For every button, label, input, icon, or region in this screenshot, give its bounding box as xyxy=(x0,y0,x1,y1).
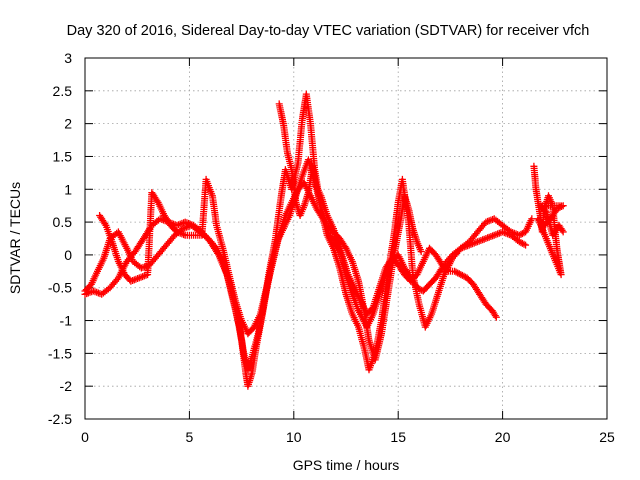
data-point xyxy=(528,215,536,223)
data-point xyxy=(517,230,525,238)
y-tick-label: 3 xyxy=(64,50,72,66)
data-point xyxy=(520,240,528,248)
x-tick-label: 20 xyxy=(495,429,511,445)
x-tick-label: 0 xyxy=(81,429,89,445)
y-tick-label: -1.5 xyxy=(48,345,72,361)
data-point xyxy=(556,203,564,211)
y-tick-label: -1 xyxy=(60,313,73,329)
y-tick-label: 0.5 xyxy=(53,214,73,230)
data-point xyxy=(457,271,465,279)
x-tick-label: 10 xyxy=(286,429,302,445)
plot-frame xyxy=(84,57,608,420)
x-tick-label: 25 xyxy=(599,429,615,445)
data-point xyxy=(491,312,499,320)
y-axis-label: SDTVAR / TECUs xyxy=(7,182,23,294)
y-tick-label: 1 xyxy=(64,181,72,197)
data-point xyxy=(492,313,500,321)
data-point xyxy=(443,266,451,274)
data-points xyxy=(81,90,567,390)
data-point xyxy=(558,226,566,234)
data-point xyxy=(518,239,526,247)
data-point xyxy=(522,241,530,249)
y-tick-label: -2 xyxy=(60,378,73,394)
series-track-4 xyxy=(275,100,425,364)
data-point xyxy=(517,239,525,247)
data-point xyxy=(462,242,470,250)
y-tick-label: -0.5 xyxy=(48,280,72,296)
data-point xyxy=(515,238,523,246)
x-tick-label: 5 xyxy=(186,429,194,445)
series-track-5 xyxy=(530,162,567,279)
grid xyxy=(85,58,607,419)
data-point xyxy=(89,287,97,295)
x-tick-label: 15 xyxy=(390,429,406,445)
y-tick-label: 0 xyxy=(64,247,72,263)
y-tick-label: 2 xyxy=(64,116,72,132)
data-point xyxy=(454,269,462,277)
data-point xyxy=(185,219,193,227)
data-point xyxy=(173,228,181,236)
y-tick-label: -2.5 xyxy=(48,411,72,427)
y-tick-label: 2.5 xyxy=(53,83,73,99)
data-point xyxy=(417,248,425,256)
data-point xyxy=(173,221,181,229)
x-axis-label: GPS time / hours xyxy=(293,457,400,473)
data-point xyxy=(515,231,523,239)
data-point xyxy=(156,215,164,223)
data-point xyxy=(214,249,222,257)
data-point xyxy=(455,270,463,278)
data-point xyxy=(559,228,567,236)
chart-title: Day 320 of 2016, Sidereal Day-to-day VTE… xyxy=(67,23,590,39)
data-point xyxy=(489,232,497,240)
data-point xyxy=(130,276,138,284)
y-tick-label: 1.5 xyxy=(53,148,73,164)
